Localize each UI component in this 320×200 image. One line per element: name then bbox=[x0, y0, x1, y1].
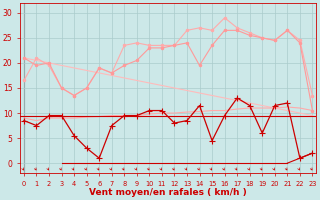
X-axis label: Vent moyen/en rafales ( km/h ): Vent moyen/en rafales ( km/h ) bbox=[89, 188, 247, 197]
